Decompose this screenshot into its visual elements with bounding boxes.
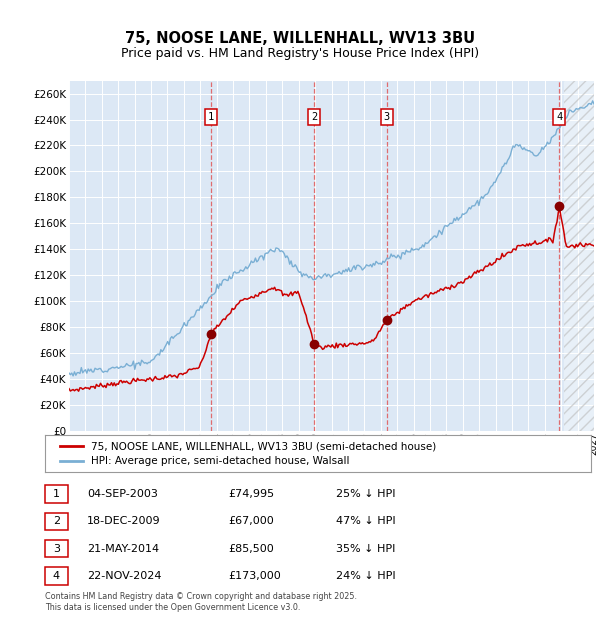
Text: 04-SEP-2003: 04-SEP-2003 bbox=[87, 489, 158, 499]
Text: 47% ↓ HPI: 47% ↓ HPI bbox=[336, 516, 395, 526]
Text: 2: 2 bbox=[311, 112, 317, 122]
Text: £85,500: £85,500 bbox=[228, 544, 274, 554]
Text: 75, NOOSE LANE, WILLENHALL, WV13 3BU: 75, NOOSE LANE, WILLENHALL, WV13 3BU bbox=[125, 31, 475, 46]
Text: 4: 4 bbox=[556, 112, 563, 122]
Text: Price paid vs. HM Land Registry's House Price Index (HPI): Price paid vs. HM Land Registry's House … bbox=[121, 48, 479, 60]
Text: 21-MAY-2014: 21-MAY-2014 bbox=[87, 544, 159, 554]
Text: 35% ↓ HPI: 35% ↓ HPI bbox=[336, 544, 395, 554]
Text: 4: 4 bbox=[53, 571, 60, 581]
Legend: 75, NOOSE LANE, WILLENHALL, WV13 3BU (semi-detached house), HPI: Average price, : 75, NOOSE LANE, WILLENHALL, WV13 3BU (se… bbox=[56, 437, 440, 471]
Text: 1: 1 bbox=[53, 489, 60, 499]
Text: £74,995: £74,995 bbox=[228, 489, 274, 499]
Text: 1: 1 bbox=[208, 112, 214, 122]
Text: £67,000: £67,000 bbox=[228, 516, 274, 526]
Text: 22-NOV-2024: 22-NOV-2024 bbox=[87, 571, 161, 581]
Text: 25% ↓ HPI: 25% ↓ HPI bbox=[336, 489, 395, 499]
Text: 2: 2 bbox=[53, 516, 60, 526]
Text: 3: 3 bbox=[384, 112, 390, 122]
Text: Contains HM Land Registry data © Crown copyright and database right 2025.
This d: Contains HM Land Registry data © Crown c… bbox=[45, 592, 357, 611]
Text: 24% ↓ HPI: 24% ↓ HPI bbox=[336, 571, 395, 581]
Text: 18-DEC-2009: 18-DEC-2009 bbox=[87, 516, 161, 526]
Bar bbox=[564, 81, 594, 431]
Text: 3: 3 bbox=[53, 544, 60, 554]
Text: £173,000: £173,000 bbox=[228, 571, 281, 581]
Bar bbox=[564, 81, 594, 431]
